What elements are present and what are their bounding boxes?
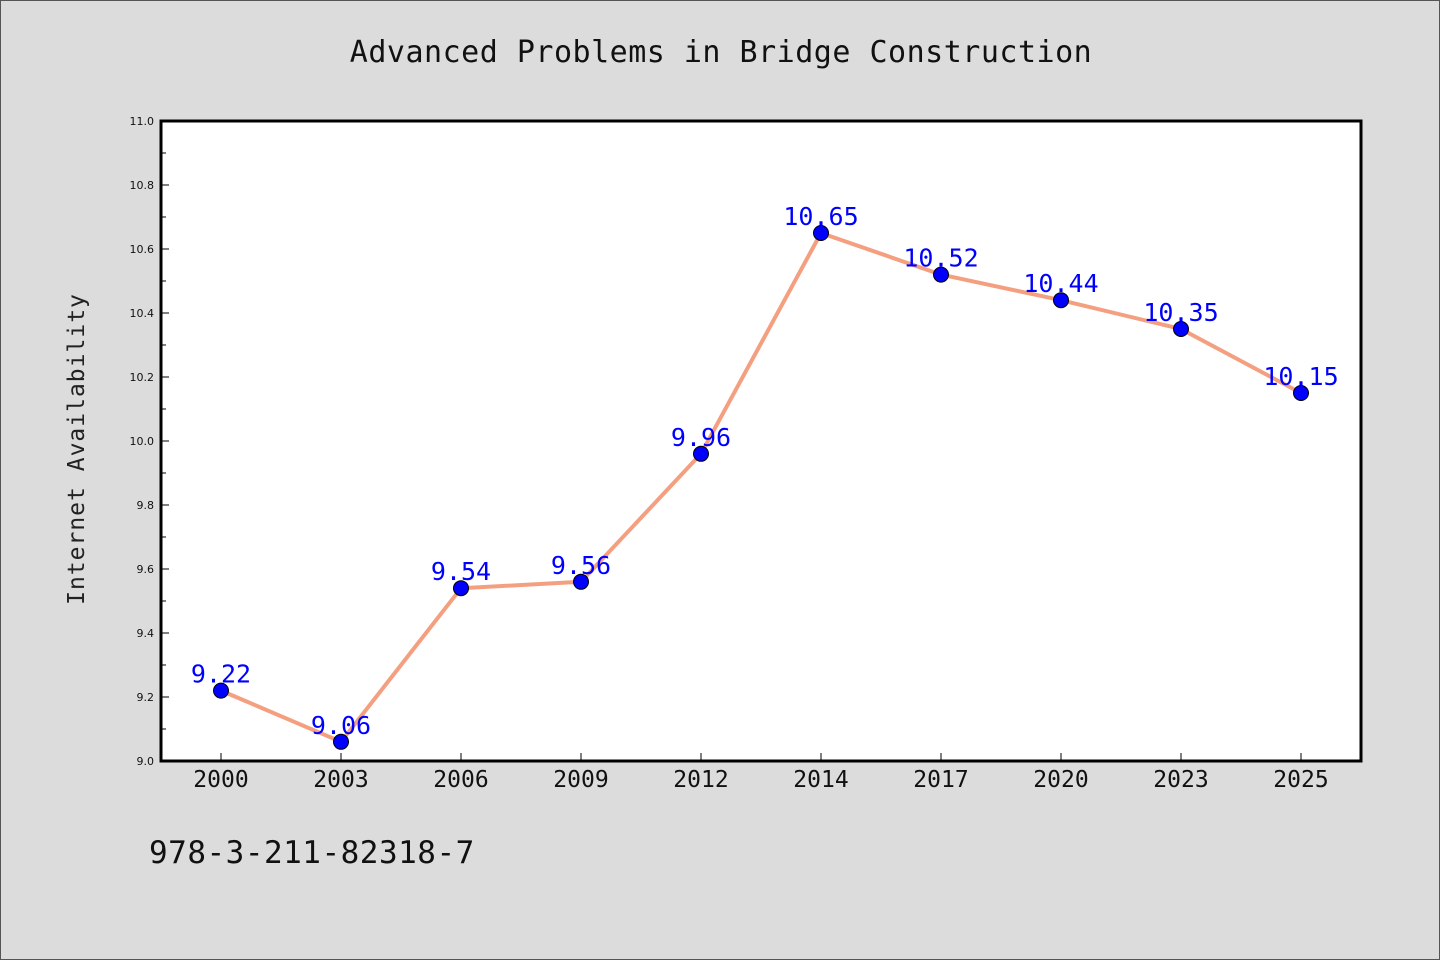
- y-tick-label: 10.0: [130, 435, 155, 448]
- y-tick-label: 9.4: [137, 627, 155, 640]
- data-label: 10.65: [783, 202, 858, 231]
- plot-frame: [159, 119, 1363, 763]
- x-tick-label: 2014: [793, 767, 848, 793]
- data-point: [693, 445, 709, 462]
- y-tick-label: 9.6: [137, 563, 155, 576]
- y-tick-label: 10.4: [130, 307, 155, 320]
- chart-title: Advanced Problems in Bridge Construction: [349, 35, 1093, 70]
- data-label: 9.54: [431, 557, 491, 586]
- x-axis: 2000 2003 2006 2009 2012 2014 2017 2020 2023 2025: [193, 753, 1329, 793]
- y-tick-label: 11.0: [130, 115, 155, 128]
- data-point: [333, 733, 349, 750]
- data-markers: [213, 225, 1309, 750]
- y-tick-label: 10.2: [130, 371, 155, 384]
- x-tick-label: 2012: [673, 767, 728, 793]
- data-label: 10.52: [903, 244, 978, 273]
- x-tick-label: 2000: [193, 767, 248, 793]
- data-label: 9.06: [311, 711, 371, 740]
- y-tick-label: 10.8: [130, 179, 155, 192]
- data-labels: 9.22 9.06 9.54 9.56 9.96 10.65 10.52 10.44 10.35…: [191, 202, 1339, 740]
- y-axis: 9.0 9.2 9.4 9.6 9.8 10.0 10.2 10.4 10.6 10.8 11.0: [130, 115, 169, 768]
- plot-area: [161, 121, 1361, 761]
- data-label: 9.56: [551, 551, 611, 580]
- x-tick-label: 2017: [913, 767, 968, 793]
- x-tick-label: 2009: [553, 767, 608, 793]
- data-point: [1293, 385, 1309, 401]
- data-point: [1173, 321, 1189, 337]
- x-tick-label: 2003: [313, 767, 368, 793]
- x-tick-label: 2006: [433, 767, 488, 793]
- y-tick-label: 9.2: [137, 691, 155, 704]
- data-point: [453, 580, 469, 597]
- data-point: [1053, 292, 1069, 309]
- y-tick-label: 9.8: [137, 499, 155, 512]
- x-tick-label: 2023: [1153, 767, 1208, 793]
- data-label: 10.44: [1023, 269, 1098, 298]
- isbn-code: 978-3-211-82318-7: [149, 835, 475, 871]
- y-tick-label: 10.6: [130, 243, 155, 256]
- data-point: [573, 573, 589, 590]
- data-point: [813, 225, 829, 241]
- data-label: 10.35: [1143, 298, 1218, 327]
- data-label: 10.15: [1263, 362, 1338, 391]
- data-point: [213, 682, 229, 699]
- series-line: [220, 231, 1302, 744]
- data-point: [933, 266, 949, 283]
- data-label: 9.22: [191, 660, 251, 689]
- data-label: 9.96: [671, 423, 731, 452]
- x-tick-label: 2020: [1033, 767, 1088, 793]
- x-tick-label: 2025: [1273, 767, 1328, 793]
- y-tick-label: 9.0: [137, 755, 155, 768]
